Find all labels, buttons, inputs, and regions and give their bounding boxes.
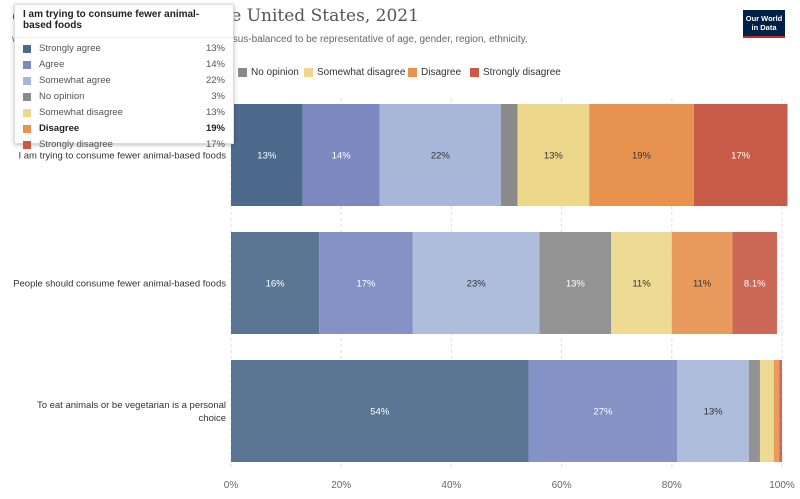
tooltip-rows: Strongly agree 13% Agree 14% Somewhat ag… <box>15 38 233 153</box>
data-label: 11% <box>632 279 651 290</box>
bar-segment[interactable] <box>231 360 529 462</box>
tooltip-swatch <box>23 93 31 101</box>
legend-swatch <box>470 68 479 77</box>
data-label: 22% <box>431 151 451 162</box>
x-tick-label: 0% <box>224 480 239 491</box>
category-label: I am trying to consume fewer animal-base… <box>18 151 226 162</box>
bar-segment[interactable] <box>379 104 501 206</box>
legend-item-somewhat-disagree[interactable]: Somewhat disagree <box>304 67 405 78</box>
bar-segment[interactable] <box>748 360 760 462</box>
bar-segment[interactable] <box>773 360 780 462</box>
tooltip-row-label: No opinion <box>39 91 85 102</box>
tooltip-row: Strongly disagree 17% <box>15 137 233 153</box>
data-label: 11% <box>693 279 712 290</box>
legend-swatch <box>304 68 313 77</box>
bar-segment[interactable] <box>517 104 590 206</box>
tooltip-row-value: 19% <box>205 123 225 134</box>
legend-label: Somewhat disagree <box>317 67 406 78</box>
bar-segment[interactable] <box>500 104 518 206</box>
bar-segment[interactable] <box>759 360 774 462</box>
legend-label: No opinion <box>251 67 299 78</box>
tooltip-swatch <box>23 125 31 133</box>
tooltip-row: No opinion 3% <box>15 89 233 105</box>
bar-segment[interactable] <box>693 104 788 206</box>
chart-subtitle: with around 1,500 adults in the United S… <box>12 34 528 45</box>
legend-swatch <box>238 68 247 77</box>
bar-segment[interactable] <box>528 360 678 462</box>
tooltip-swatch <box>23 61 31 69</box>
tooltip-row-label: Disagree <box>39 123 80 134</box>
tooltip-row-label: Strongly agree <box>39 43 101 54</box>
owid-logo[interactable]: Our World in Data <box>743 10 785 38</box>
x-tick-label: 100% <box>769 480 795 491</box>
data-label: 54% <box>370 407 390 418</box>
legend: No opinion Somewhat disagree Disagree St… <box>12 67 792 83</box>
bar-segment[interactable] <box>231 232 320 334</box>
tooltip-row: Strongly agree 13% <box>15 41 233 57</box>
data-label: 13% <box>257 151 277 162</box>
x-tick-label: 80% <box>662 480 682 491</box>
data-label: 27% <box>593 407 613 418</box>
tooltip-row-value: 13% <box>205 107 225 118</box>
x-tick-label: 20% <box>331 480 351 491</box>
data-label: 17% <box>731 151 751 162</box>
tooltip-row: Somewhat agree 22% <box>15 73 233 89</box>
category-label: To eat animals or be vegetarian is a per… <box>37 400 226 424</box>
bar-segment[interactable] <box>231 104 303 206</box>
data-label: 17% <box>356 279 376 290</box>
bar-segment[interactable] <box>412 232 540 334</box>
tooltip-row: Somewhat disagree 13% <box>15 105 233 121</box>
bar-segment[interactable] <box>732 232 778 334</box>
tooltip-title: I am trying to consume fewer animal-base… <box>15 5 233 38</box>
tooltip-row-label: Somewhat disagree <box>39 107 123 118</box>
tooltip-row-value: 22% <box>205 75 225 86</box>
legend-label: Disagree <box>421 67 462 78</box>
data-label: 8.1% <box>744 279 766 290</box>
bar-segment[interactable] <box>302 104 380 206</box>
bar-segment[interactable] <box>677 360 749 462</box>
tooltip-row: Agree 14% <box>15 57 233 73</box>
tooltip-row-value: 13% <box>205 43 225 54</box>
x-tick-label: 40% <box>441 480 461 491</box>
bar-segment[interactable] <box>779 360 782 462</box>
data-label: 13% <box>704 407 724 418</box>
bar-segment[interactable] <box>611 232 672 334</box>
tooltip-row-value: 3% <box>211 91 225 102</box>
data-label: 13% <box>544 151 564 162</box>
tooltip-swatch <box>23 141 31 149</box>
tooltip-swatch <box>23 45 31 53</box>
tooltip-row-label: Agree <box>39 59 65 70</box>
data-label: 19% <box>632 151 652 162</box>
tooltip-row-value: 17% <box>205 139 225 150</box>
logo-line-2: in Data <box>751 23 777 32</box>
data-label: 13% <box>566 279 586 290</box>
bar-segment[interactable] <box>539 232 612 334</box>
tooltip-row-label: Strongly disagree <box>39 139 113 150</box>
legend-label: Strongly disagree <box>483 67 561 78</box>
data-label: 14% <box>332 151 352 162</box>
legend-item-no-opinion[interactable]: No opinion <box>238 67 299 78</box>
tooltip-row-highlighted: Disagree 19% <box>15 121 233 137</box>
tooltip-row-label: Somewhat agree <box>39 75 111 86</box>
tooltip-swatch <box>23 109 31 117</box>
bar-segment[interactable] <box>319 232 413 334</box>
legend-item-disagree[interactable]: Disagree <box>408 67 461 78</box>
bar-segment[interactable] <box>671 232 733 334</box>
legend-swatch <box>408 68 417 77</box>
tooltip: I am trying to consume fewer animal-base… <box>14 4 234 150</box>
data-label: 16% <box>266 279 286 290</box>
legend-item-strongly-disagree[interactable]: Strongly disagree <box>470 67 561 78</box>
x-tick-label: 60% <box>552 480 572 491</box>
category-label: People should consume fewer animal-based… <box>13 279 226 290</box>
bar-segment[interactable] <box>589 104 694 206</box>
tooltip-swatch <box>23 77 31 85</box>
logo-line-1: Our World <box>745 14 783 23</box>
data-label: 23% <box>467 279 487 290</box>
tooltip-row-value: 14% <box>205 59 225 70</box>
